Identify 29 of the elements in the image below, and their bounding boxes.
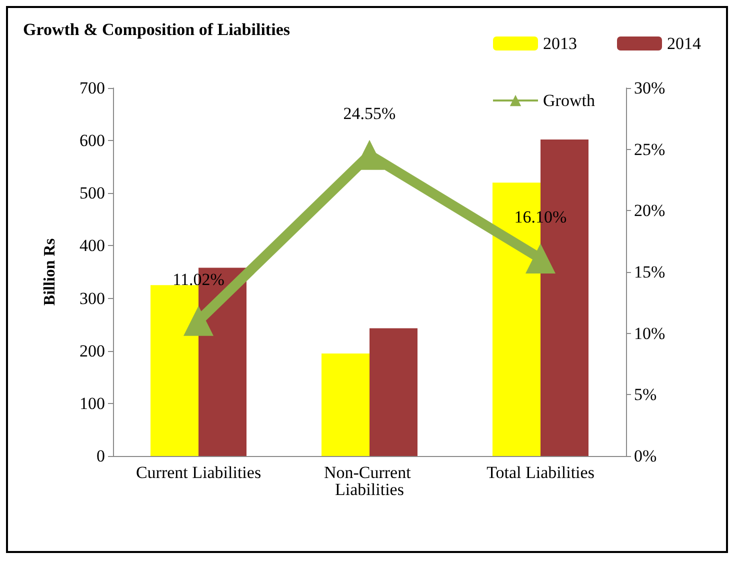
y-tick-label: 400 <box>80 236 105 256</box>
y-tick-label: 200 <box>80 341 105 360</box>
x-tick-label: Current Liabilities <box>136 463 262 482</box>
y-tick-label: 500 <box>80 184 105 203</box>
legend-label: 2014 <box>667 34 702 53</box>
data-label: 24.55% <box>343 104 396 123</box>
y2-tick-label: 25% <box>634 140 666 159</box>
y2-tick-label: 15% <box>634 262 666 282</box>
point <box>526 244 556 274</box>
bar <box>322 353 370 456</box>
bar <box>370 328 418 456</box>
legend-label: Growth <box>543 91 596 110</box>
chart-title: Growth & Composition of Liabilities <box>23 20 290 39</box>
y2-tick-label: 5% <box>634 385 657 404</box>
y-tick-label: 300 <box>80 288 105 308</box>
x-tick-label: Non-Current Liabilities <box>324 463 416 499</box>
x-tick-label: Total Liabilities <box>486 463 594 482</box>
bar <box>150 285 198 456</box>
y2-tick-label: 30% <box>634 78 666 98</box>
point <box>184 306 214 336</box>
y-tick-label: 0 <box>96 446 105 466</box>
y2-tick-label: 20% <box>634 201 666 220</box>
y2-tick-label: 10% <box>634 324 666 343</box>
y2-tick-label: 0% <box>634 446 657 466</box>
y-tick-label: 100 <box>80 394 105 413</box>
legend-label: 2013 <box>543 34 577 53</box>
y-tick-label: 700 <box>80 78 105 98</box>
y-tick-label: 600 <box>80 131 105 150</box>
y-axis-title: Billion Rs <box>42 238 58 306</box>
